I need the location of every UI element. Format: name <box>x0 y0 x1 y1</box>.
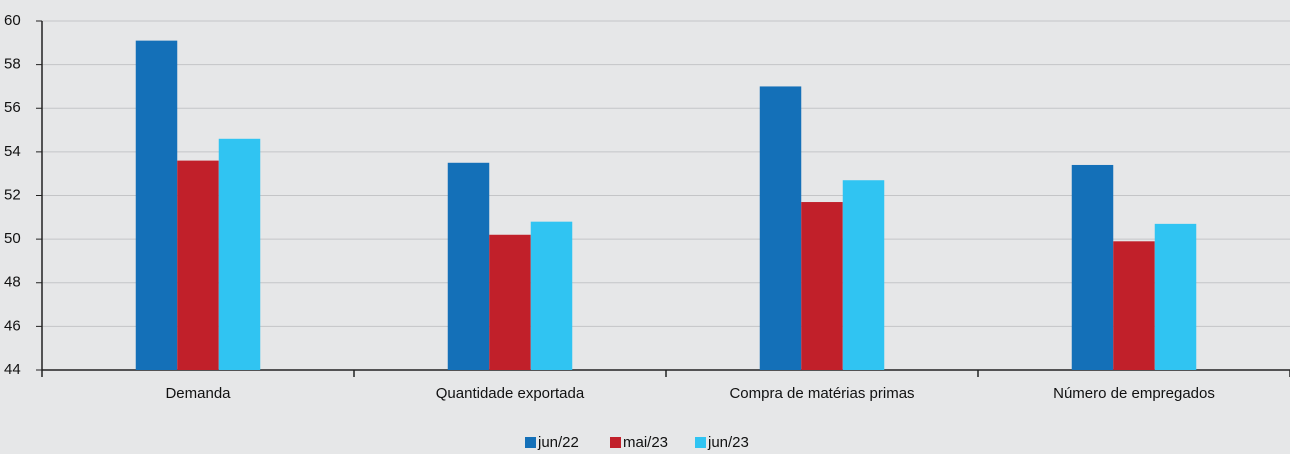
legend-swatch <box>695 437 706 448</box>
legend-label: jun/22 <box>537 434 579 451</box>
bar <box>1154 223 1197 370</box>
legend-label: mai/23 <box>623 434 668 451</box>
x-tick-label: Quantidade exportada <box>436 385 585 402</box>
y-tick-label: 54 <box>4 143 21 160</box>
bar <box>530 221 573 370</box>
legend-swatch <box>525 437 536 448</box>
legend-label: jun/23 <box>707 434 749 451</box>
bar <box>177 160 219 370</box>
x-tick-label: Número de empregados <box>1053 385 1215 402</box>
bar <box>489 234 531 370</box>
y-tick-label: 46 <box>4 317 21 334</box>
bar <box>801 202 843 370</box>
y-tick-label: 58 <box>4 56 21 73</box>
y-tick-label: 56 <box>4 99 21 116</box>
bar <box>1113 241 1155 370</box>
y-tick-label: 60 <box>4 12 21 29</box>
bar <box>135 40 178 370</box>
y-tick-label: 44 <box>4 361 21 378</box>
x-tick-label: Demanda <box>165 385 231 402</box>
bar <box>218 138 261 370</box>
y-tick-label: 50 <box>4 230 21 247</box>
y-tick-label: 48 <box>4 274 21 291</box>
x-tick-label: Compra de matérias primas <box>729 385 914 402</box>
bar <box>1071 164 1114 370</box>
bar <box>447 162 490 370</box>
bar <box>759 86 802 370</box>
legend-swatch <box>610 437 621 448</box>
bar <box>842 180 885 370</box>
y-tick-label: 52 <box>4 186 21 203</box>
